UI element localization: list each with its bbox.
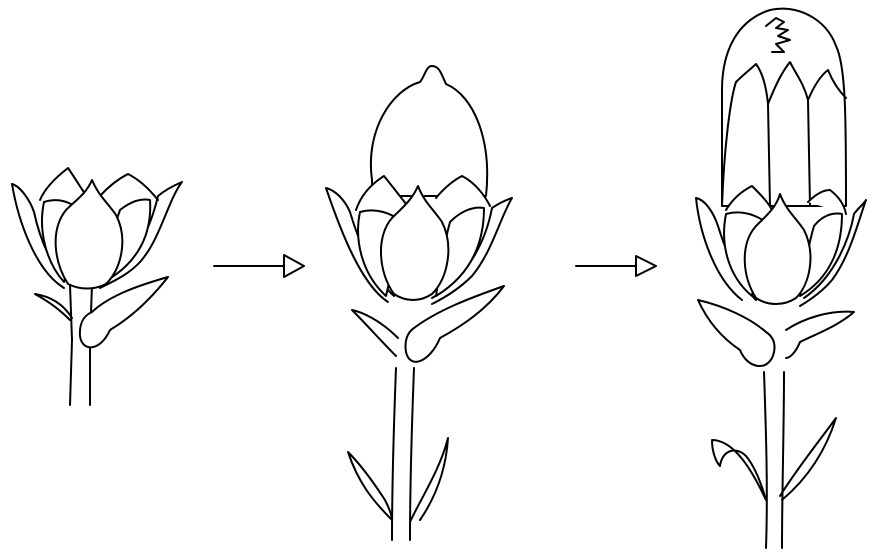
stage-2-rising-top — [369, 65, 489, 197]
stage-1-back-left-petal — [39, 167, 89, 201]
stage-2-right-sepal — [431, 197, 513, 305]
stage-2-back-left-petal — [355, 175, 407, 211]
stage-2-mid-left-leaf — [351, 309, 399, 357]
stage-3-mid-right-leaf — [785, 310, 855, 359]
stage-2-lower-right-leaf — [409, 437, 449, 523]
stage-1-back-right-petal — [99, 173, 159, 201]
stage-3-back-left-petal — [725, 185, 773, 211]
stage-1-center-bud — [54, 179, 124, 290]
stage-2-center-bud — [380, 185, 450, 301]
stage-3-top-tip — [765, 17, 791, 53]
stage-3-elongated-top — [721, 7, 847, 207]
stage-2-flower — [325, 65, 513, 541]
stage-2-mid-right-leaf — [404, 285, 505, 363]
stage-3-flower — [695, 7, 867, 549]
arrow-2-head — [635, 255, 657, 277]
stage-2-stem — [391, 367, 415, 541]
stage-1-left-leaf — [34, 293, 73, 321]
stage-3-top-petal-line — [735, 61, 847, 105]
stage-1-right-leaf — [78, 276, 169, 349]
stage-3-center-bud — [743, 193, 812, 305]
stage-3-lower-right-leaf — [779, 417, 837, 501]
stage-3-mid-left-leaf — [697, 299, 776, 367]
arrow-1 — [213, 254, 305, 278]
stage-3-back-right-petal — [807, 189, 847, 215]
stage-1-flower — [11, 167, 183, 406]
arrow-1-head — [283, 254, 305, 278]
stage-3-right-sepal — [799, 199, 867, 307]
stage-2-lower-left-leaf — [347, 451, 393, 521]
stage-3-top-petal-bases — [721, 81, 811, 207]
arrow-2 — [575, 255, 657, 277]
stage-2-back-right-petal — [435, 175, 491, 207]
stage-3-lower-left-leaf — [711, 439, 767, 501]
stage-3-stem — [763, 371, 785, 549]
